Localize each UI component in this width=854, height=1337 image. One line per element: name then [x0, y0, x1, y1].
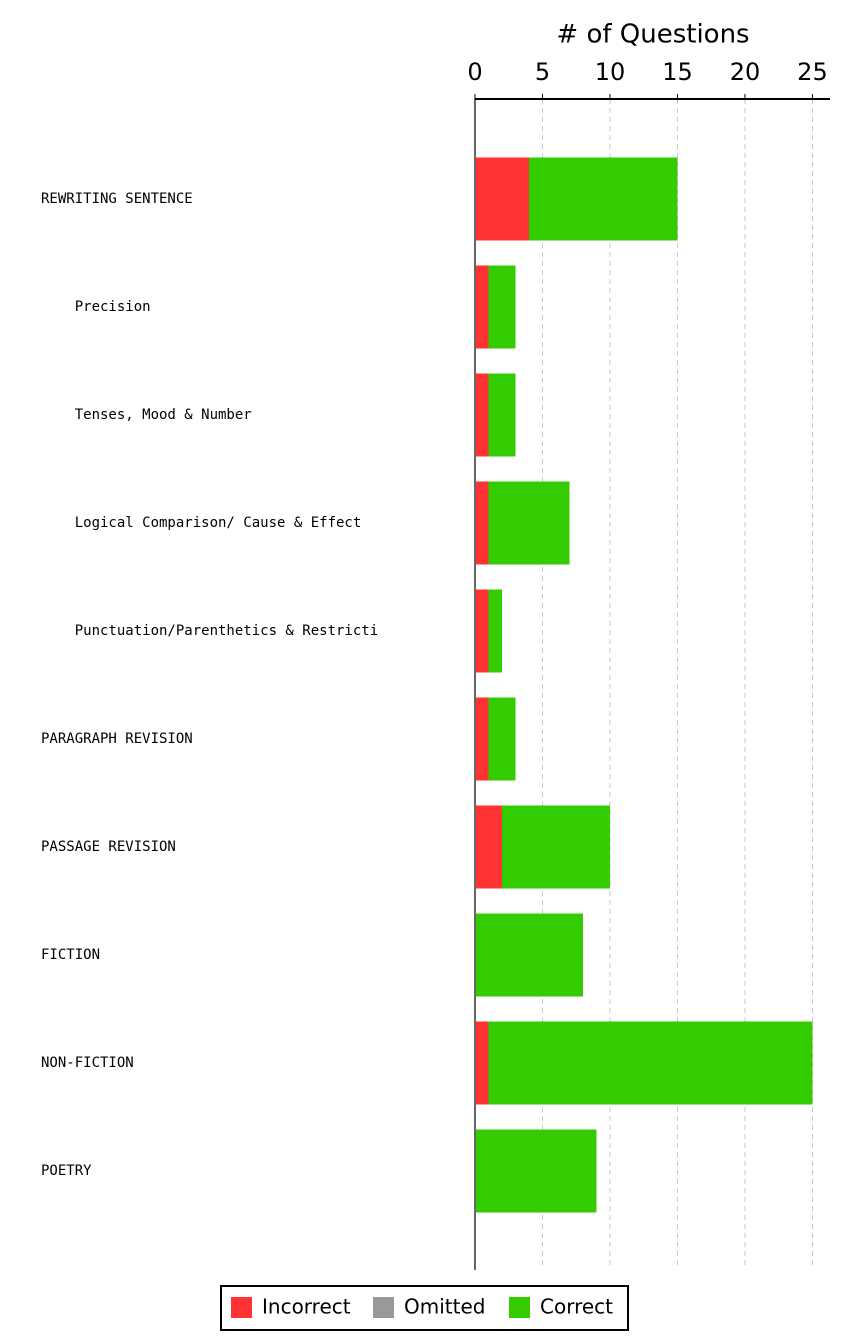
category-label: PARAGRAPH REVISION: [41, 731, 193, 747]
x-tick-label: 0: [467, 58, 482, 86]
bar-segment: [475, 157, 529, 241]
x-tick-label: 20: [730, 58, 761, 86]
bar-segment: [475, 1021, 489, 1105]
bar-segment: [475, 481, 489, 565]
x-axis-title: # of Questions: [556, 20, 749, 50]
bar-segment: [488, 697, 516, 781]
bar-segment: [488, 481, 570, 565]
x-tick-label: 15: [662, 58, 693, 86]
x-tick-label: 10: [595, 58, 626, 86]
category-label: Logical Comparison/ Cause & Effect: [41, 515, 361, 531]
bar-segment: [475, 1129, 597, 1213]
legend-swatch: [231, 1297, 252, 1318]
bar-segment: [488, 1021, 813, 1105]
bar-segment: [488, 265, 516, 349]
category-label: Precision: [41, 299, 151, 315]
bar-segment: [528, 157, 678, 241]
category-label: Tenses, Mood & Number: [41, 407, 252, 423]
bar-segment: [475, 805, 502, 889]
bar-segment: [475, 589, 489, 673]
legend-label: Omitted: [404, 1295, 485, 1319]
legend-swatch: [509, 1297, 530, 1318]
bar-segment: [488, 589, 502, 673]
category-label: Punctuation/Parenthetics & Restricti: [41, 623, 378, 639]
category-label: POETRY: [41, 1163, 92, 1179]
legend-label: Correct: [540, 1295, 613, 1319]
legend-swatch: [373, 1297, 394, 1318]
legend-label: Incorrect: [262, 1295, 351, 1319]
legend-box: [220, 1285, 629, 1331]
bar-segment: [475, 373, 489, 457]
bar-segment: [488, 373, 516, 457]
category-label: NON-FICTION: [41, 1055, 134, 1071]
category-label: REWRITING SENTENCE: [41, 191, 193, 207]
category-label: FICTION: [41, 947, 100, 963]
bar-segment: [475, 913, 583, 997]
x-tick-label: 5: [535, 58, 550, 86]
category-label: PASSAGE REVISION: [41, 839, 176, 855]
bar-segment: [475, 697, 489, 781]
bar-segment: [501, 805, 610, 889]
x-tick-label: 25: [797, 58, 828, 86]
bar-segment: [475, 265, 489, 349]
